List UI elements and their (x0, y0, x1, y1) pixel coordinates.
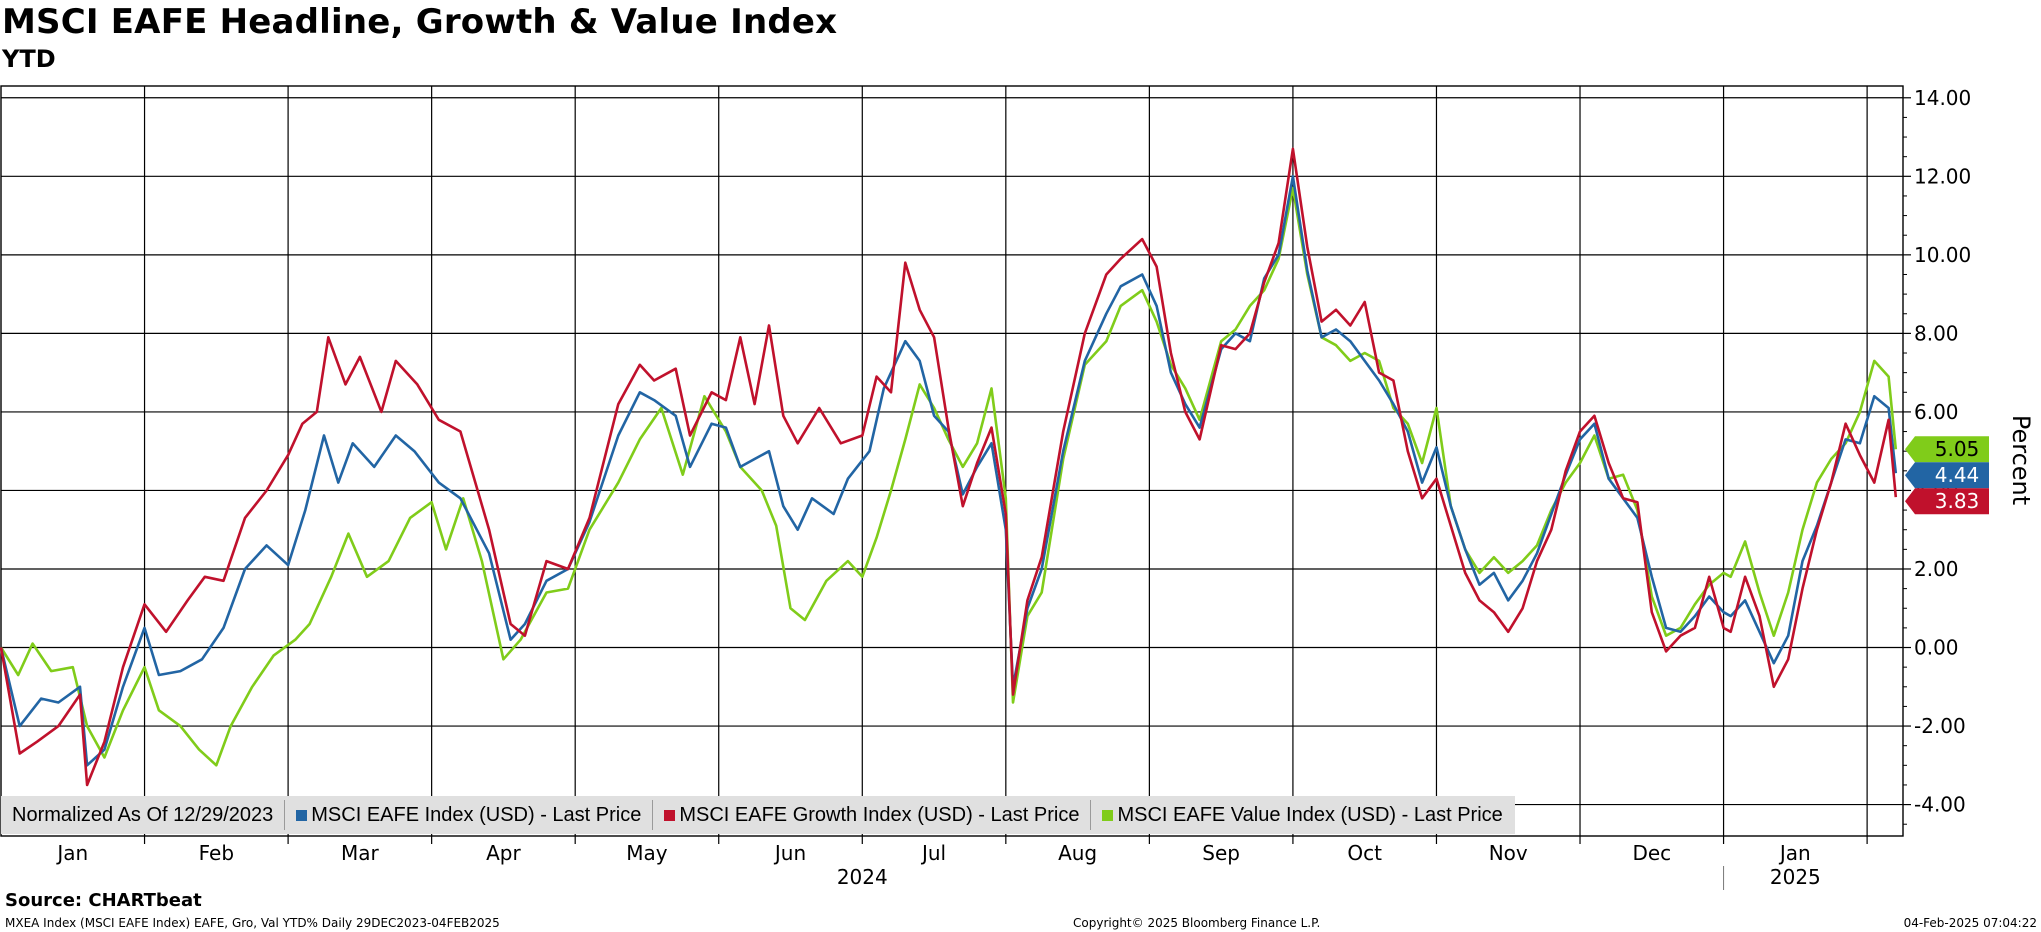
y-axis-title: Percent (2007, 415, 2035, 505)
x-month-label: Apr (486, 841, 521, 865)
legend-swatch-value (1102, 809, 1114, 821)
x-month-label: Jun (773, 841, 806, 865)
legend-label-growth: MSCI EAFE Growth Index (USD) - Last Pric… (679, 803, 1080, 826)
x-month-label: Mar (341, 841, 380, 865)
legend-item-growth[interactable]: MSCI EAFE Growth Index (USD) - Last Pric… (664, 804, 1079, 827)
legend-swatch-headline (296, 809, 308, 821)
y-tick-label: 8.00 (1914, 321, 1959, 345)
legend-note-text: Normalized As Of 12/29/2023 (12, 803, 274, 826)
y-tick-label: 12.00 (1914, 164, 1971, 188)
last-value-label-value: 5.05 (1935, 437, 1980, 461)
legend-separator (284, 800, 286, 830)
last-value-badges: 5.054.443.83 (1905, 436, 1989, 515)
x-month-label: Oct (1347, 841, 1382, 865)
plot-frame (0, 85, 1904, 837)
grid-lines (0, 85, 1904, 837)
y-tick-label: 14.00 (1914, 86, 1971, 110)
y-tick-label: -4.00 (1914, 793, 1966, 817)
y-tick-label: -2.00 (1914, 714, 1966, 738)
legend-item-value[interactable]: MSCI EAFE Value Index (USD) - Last Price (1102, 803, 1503, 827)
x-month-label: Dec (1632, 841, 1671, 865)
chart-legend: Normalized As Of 12/29/2023 MSCI EAFE In… (1, 796, 1515, 834)
legend-label-headline: MSCI EAFE Index (USD) - Last Price (311, 803, 642, 826)
legend-item-headline[interactable]: MSCI EAFE Index (USD) - Last Price (296, 804, 641, 827)
x-year-label: 2025 (1770, 865, 1821, 889)
x-month-label: Jan (1778, 841, 1811, 865)
x-month-label: Nov (1489, 841, 1528, 865)
series-lines (0, 147, 1898, 787)
series-line-value (0, 186, 1898, 767)
y-tick-label: 0.00 (1914, 636, 1959, 660)
legend-label-value: MSCI EAFE Value Index (USD) - Last Price (1117, 803, 1503, 826)
y-tick-label: 6.00 (1914, 400, 1959, 424)
footer-series-info: MXEA Index (MSCI EAFE Index) EAFE, Gro, … (5, 916, 500, 930)
x-month-label: Aug (1058, 841, 1097, 865)
legend-swatch-growth (664, 809, 676, 821)
axes: 14.0012.0010.008.006.004.002.000.00-2.00… (55, 86, 2035, 890)
y-tick-label: 2.00 (1914, 557, 1959, 581)
source-note: Source: CHARTbeat (5, 890, 202, 911)
footer-copyright: Copyright© 2025 Bloomberg Finance L.P. (1073, 916, 1321, 930)
y-tick-label: 10.00 (1914, 243, 1971, 267)
series-line-growth (0, 147, 1898, 787)
last-value-label-headline: 4.44 (1935, 463, 1980, 487)
x-month-label: May (626, 841, 668, 865)
legend-separator (1090, 800, 1092, 830)
chart-title: MSCI EAFE Headline, Growth & Value Index (2, 2, 838, 42)
x-month-label: Jul (920, 841, 946, 865)
last-value-badge-growth (1905, 488, 1989, 515)
chart-subtitle: YTD (2, 45, 56, 73)
x-month-label: Feb (199, 841, 234, 865)
series-line-headline (0, 175, 1898, 767)
x-year-label: 2024 (837, 865, 888, 889)
legend-separator (652, 800, 654, 830)
last-value-badge-value (1905, 436, 1989, 463)
x-month-label: Jan (55, 841, 88, 865)
last-value-badge-headline (1905, 462, 1989, 489)
last-value-label-growth: 3.83 (1935, 489, 1980, 513)
footer-timestamp: 04-Feb-2025 07:04:22 (1903, 916, 2037, 930)
x-month-label: Sep (1202, 841, 1240, 865)
legend-normalized-note: Normalized As Of 12/29/2023 (12, 804, 273, 827)
